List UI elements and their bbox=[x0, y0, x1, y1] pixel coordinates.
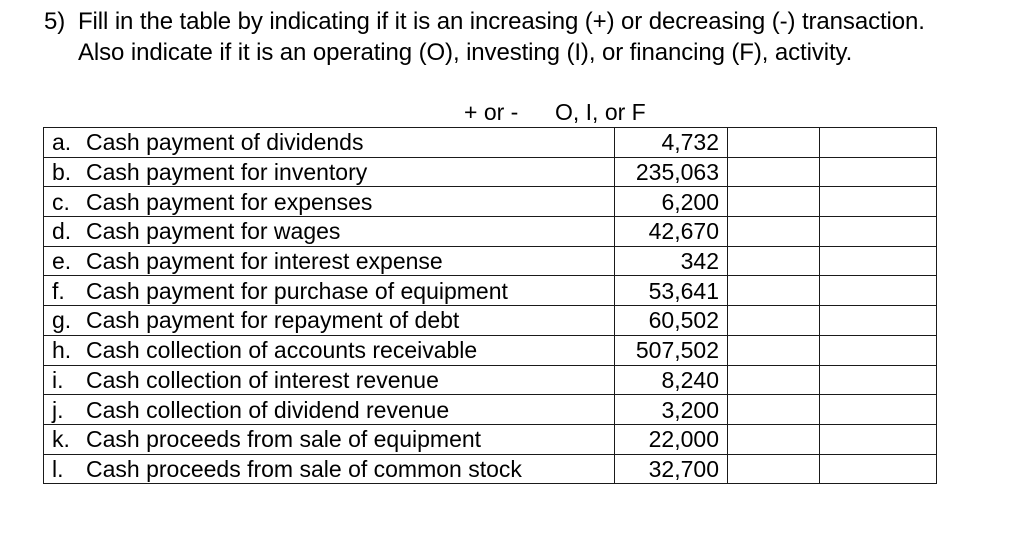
row-description: Cash payment for expenses bbox=[86, 188, 373, 215]
row-letter: d. bbox=[52, 218, 72, 245]
activity-input-cell[interactable] bbox=[819, 334, 937, 366]
row-description: Cash collection of dividend revenue bbox=[86, 396, 450, 423]
description-cell: h. Cash collection of accounts receivable bbox=[43, 334, 615, 366]
description-cell: f. Cash payment for purchase of equipment bbox=[43, 275, 615, 307]
row-description: Cash proceeds from sale of common stock bbox=[86, 455, 522, 482]
sign-input-cell[interactable] bbox=[727, 127, 820, 158]
amount-cell: 60,502 bbox=[614, 305, 728, 336]
sign-input-cell[interactable] bbox=[727, 186, 820, 218]
table-row: b. Cash payment for inventory 235,063 bbox=[43, 156, 937, 188]
description-cell: g. Cash payment for repayment of debt bbox=[43, 305, 615, 336]
sign-input-cell[interactable] bbox=[727, 245, 820, 277]
activity-input-cell[interactable] bbox=[819, 453, 937, 485]
row-description: Cash payment for purchase of equipment bbox=[86, 277, 508, 304]
amount-cell: 235,063 bbox=[614, 156, 728, 188]
question-text-line-1: Fill in the table by indicating if it is… bbox=[78, 8, 925, 35]
description-cell: e. Cash payment for interest expense bbox=[43, 245, 615, 277]
row-letter: i. bbox=[52, 366, 64, 393]
row-letter: b. bbox=[52, 159, 72, 186]
description-cell: k. Cash proceeds from sale of equipment bbox=[43, 423, 615, 455]
amount-cell: 6,200 bbox=[614, 186, 728, 218]
sign-input-cell[interactable] bbox=[727, 275, 820, 307]
question-prompt: 5) Fill in the table by indicating if it … bbox=[44, 6, 925, 68]
table-row: a. Cash payment of dividends 4,732 bbox=[43, 127, 937, 158]
activity-input-cell[interactable] bbox=[819, 216, 937, 247]
row-letter: g. bbox=[52, 307, 72, 334]
row-description: Cash collection of interest revenue bbox=[86, 366, 439, 393]
row-letter: h. bbox=[52, 337, 72, 364]
table-row: h. Cash collection of accounts receivable… bbox=[43, 334, 937, 366]
question-text-line-2: Also indicate if it is an operating (O),… bbox=[78, 39, 853, 66]
transaction-table: a. Cash payment of dividends 4,732 b. Cash p… bbox=[43, 127, 937, 485]
row-letter: c. bbox=[52, 188, 70, 215]
row-description: Cash payment for inventory bbox=[86, 159, 368, 186]
amount-cell: 42,670 bbox=[614, 216, 728, 247]
description-cell: a. Cash payment of dividends bbox=[43, 127, 615, 158]
description-cell: c. Cash payment for expenses bbox=[43, 186, 615, 218]
row-description: Cash payment of dividends bbox=[86, 129, 364, 156]
activity-input-cell[interactable] bbox=[819, 186, 937, 218]
sign-input-cell[interactable] bbox=[727, 334, 820, 366]
amount-cell: 32,700 bbox=[614, 453, 728, 485]
row-letter: e. bbox=[52, 248, 72, 275]
description-cell: i. Cash collection of interest revenue bbox=[43, 364, 615, 396]
row-description: Cash payment for wages bbox=[86, 218, 341, 245]
description-cell: d. Cash payment for wages bbox=[43, 216, 615, 247]
activity-input-cell[interactable] bbox=[819, 245, 937, 277]
row-description: Cash collection of accounts receivable bbox=[86, 337, 478, 364]
table-row: d. Cash payment for wages 42,670 bbox=[43, 216, 937, 247]
description-cell: b. Cash payment for inventory bbox=[43, 156, 615, 188]
table-row: g. Cash payment for repayment of debt 60,5… bbox=[43, 305, 937, 336]
row-letter: f. bbox=[52, 277, 65, 304]
activity-input-cell[interactable] bbox=[819, 423, 937, 455]
question-number: 5) bbox=[44, 8, 66, 35]
amount-cell: 53,641 bbox=[614, 275, 728, 307]
amount-cell: 342 bbox=[614, 245, 728, 277]
row-description: Cash payment for repayment of debt bbox=[86, 307, 460, 334]
activity-input-cell[interactable] bbox=[819, 275, 937, 307]
row-description: Cash payment for interest expense bbox=[86, 248, 443, 275]
row-letter: k. bbox=[52, 426, 70, 453]
sign-input-cell[interactable] bbox=[727, 453, 820, 485]
sign-input-cell[interactable] bbox=[727, 423, 820, 455]
header-activity: O, I, or F bbox=[555, 99, 646, 125]
amount-cell: 22,000 bbox=[614, 423, 728, 455]
amount-cell: 8,240 bbox=[614, 364, 728, 396]
activity-input-cell[interactable] bbox=[819, 127, 937, 158]
table-row: i. Cash collection of interest revenue 8,2… bbox=[43, 364, 937, 396]
row-letter: j. bbox=[52, 396, 64, 423]
description-cell: j. Cash collection of dividend revenue bbox=[43, 394, 615, 425]
activity-input-cell[interactable] bbox=[819, 394, 937, 425]
activity-input-cell[interactable] bbox=[819, 156, 937, 188]
activity-input-cell[interactable] bbox=[819, 305, 937, 336]
sign-input-cell[interactable] bbox=[727, 305, 820, 336]
row-description: Cash proceeds from sale of equipment bbox=[86, 426, 482, 453]
amount-cell: 3,200 bbox=[614, 394, 728, 425]
column-headers: + or - O, I, or F bbox=[0, 99, 1024, 127]
table-row: k. Cash proceeds from sale of equipment 22… bbox=[43, 423, 937, 455]
amount-cell: 4,732 bbox=[614, 127, 728, 158]
table-row: c. Cash payment for expenses 6,200 bbox=[43, 186, 937, 218]
header-sign: + or - bbox=[464, 99, 519, 125]
sign-input-cell[interactable] bbox=[727, 156, 820, 188]
amount-cell: 507,502 bbox=[614, 334, 728, 366]
activity-input-cell[interactable] bbox=[819, 364, 937, 396]
table-row: f. Cash payment for purchase of equipment… bbox=[43, 275, 937, 307]
description-cell: l. Cash proceeds from sale of common stoc… bbox=[43, 453, 615, 485]
row-letter: a. bbox=[52, 129, 72, 156]
sign-input-cell[interactable] bbox=[727, 364, 820, 396]
table-row: l. Cash proceeds from sale of common stoc… bbox=[43, 453, 937, 485]
sign-input-cell[interactable] bbox=[727, 394, 820, 425]
table-row: j. Cash collection of dividend revenue 3,2… bbox=[43, 394, 937, 425]
question-line-1: 5) Fill in the table by indicating if it … bbox=[44, 6, 925, 37]
row-letter: l. bbox=[52, 455, 64, 482]
table-row: e. Cash payment for interest expense 342 bbox=[43, 245, 937, 277]
sign-input-cell[interactable] bbox=[727, 216, 820, 247]
